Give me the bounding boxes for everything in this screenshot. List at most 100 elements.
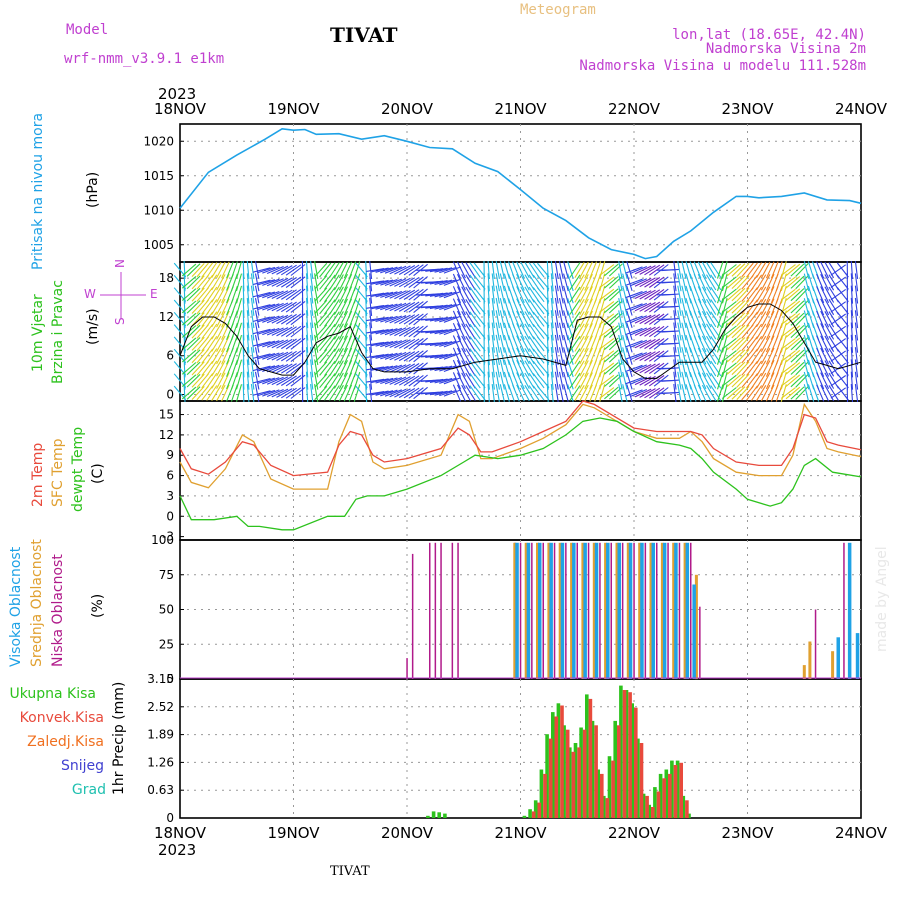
wind-arrow (746, 336, 758, 352)
wind-arrow (731, 263, 746, 277)
wind-arrow (775, 261, 783, 279)
wind-arrow (495, 322, 500, 341)
wind-arrow (532, 373, 545, 389)
cloud-bar (604, 542, 608, 679)
wind-arrow (701, 360, 712, 377)
wind-arrow (775, 372, 783, 390)
wind-arrow (780, 371, 787, 390)
wind-arrow (693, 310, 702, 328)
wind-arrow (830, 313, 847, 325)
wind-arrow (816, 322, 825, 341)
wind-arrow (201, 299, 214, 315)
wind-arrow (403, 350, 420, 362)
wind-arrow (608, 312, 623, 326)
wind-arrow (201, 311, 214, 327)
wind-arrow (211, 286, 222, 303)
wind-arrow (196, 275, 209, 290)
wind-arrow (246, 285, 250, 304)
precip-bar (573, 743, 578, 818)
wind-arrow (181, 263, 197, 277)
wind-arrow (201, 336, 214, 352)
wind-arrow (803, 298, 810, 316)
wind-arrow (830, 350, 847, 362)
wind-arrow (736, 349, 750, 364)
wind-arrow (850, 297, 854, 316)
wind-arrow (622, 371, 628, 390)
wind-arrow (257, 279, 276, 286)
wind-arrow (499, 297, 505, 316)
cloud-bar (572, 542, 576, 679)
wind-arrow (639, 326, 656, 337)
wind-arrow (524, 298, 535, 315)
wind-arrow (716, 310, 724, 328)
wind-arrow (803, 384, 810, 402)
wind-arrow (314, 336, 328, 351)
wind-arrow (721, 337, 737, 350)
wind-arrow (775, 384, 783, 402)
precip-legend-item: Snijeg (61, 758, 104, 774)
wind-arrow (191, 312, 205, 327)
wind-arrow (701, 384, 712, 402)
wind-arrow (285, 375, 302, 387)
cloud-bar (406, 658, 408, 679)
wind-arrow (731, 337, 746, 351)
wind-arrow (429, 267, 448, 273)
cloud-bar (694, 574, 698, 680)
wind-arrow (828, 360, 839, 377)
wind-label-2: Brzina i Pravac (50, 280, 66, 384)
wind-arrow (673, 322, 677, 341)
wind-arrow (310, 297, 314, 316)
wind-arrow (495, 310, 500, 329)
wind-arrow (850, 273, 854, 292)
wind-arrow (252, 267, 271, 273)
wind-arrow (457, 347, 466, 365)
wind-arrow (230, 298, 238, 316)
wind-y-tick-label: 18 (159, 271, 174, 285)
pressure-line (179, 127, 862, 260)
wind-arrow (394, 376, 411, 386)
wind-arrow (599, 322, 606, 341)
wind-arrow (599, 359, 606, 378)
bottom-date-label: 23NOV (721, 824, 774, 842)
wind-arrow (353, 261, 361, 279)
wind-arrow (355, 385, 368, 401)
wind-arrow (677, 285, 682, 304)
wind-arrow (329, 323, 340, 340)
wind-arrow (329, 360, 340, 377)
wind-arrow (558, 334, 564, 353)
wind-arrow (369, 359, 373, 378)
wind-arrow (558, 371, 564, 390)
wind-arrow (254, 334, 260, 353)
wind-arrow (389, 265, 407, 275)
precip-bar (636, 738, 640, 818)
wind-arrow (324, 373, 336, 389)
wind-arrow (254, 310, 260, 329)
wind-arrow (803, 261, 810, 279)
wind-arrow (491, 359, 495, 378)
wind-arrow (579, 384, 589, 402)
wind-arrow (701, 335, 712, 352)
wind-arrow (532, 336, 545, 352)
wind-arrow (375, 279, 394, 286)
meteogram-heading: Meteogram (520, 2, 596, 18)
wind-arrow (380, 266, 398, 274)
wind-arrow (608, 361, 623, 375)
wind-arrow (850, 371, 854, 390)
wind-arrow (186, 287, 201, 302)
wind-arrow (305, 359, 309, 378)
precip-bar (639, 743, 644, 818)
wind-arrow (836, 299, 849, 315)
wind-arrow (366, 391, 385, 395)
wind-arrow (644, 338, 661, 350)
wind-arrow (314, 373, 328, 388)
wind-arrow (305, 383, 309, 403)
wind-arrow (365, 359, 368, 378)
wind-arrow (394, 314, 411, 324)
wind-arrow (569, 299, 581, 315)
wind-arrow (398, 388, 416, 398)
wind-arrow (262, 340, 280, 348)
wind-arrow (673, 285, 677, 304)
wind-arrow (246, 383, 250, 403)
chart-title: TIVAT (330, 23, 398, 47)
